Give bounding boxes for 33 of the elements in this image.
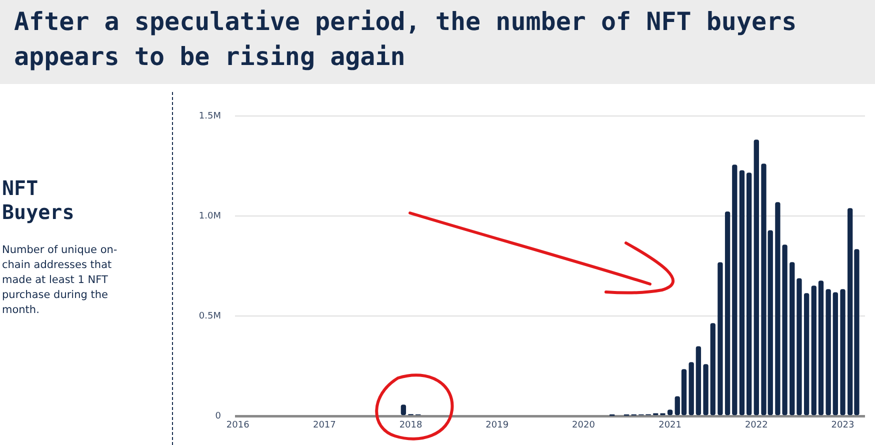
y-tick-label: 0 bbox=[215, 411, 222, 422]
x-tick-label: 2017 bbox=[312, 420, 336, 431]
bar bbox=[710, 323, 716, 416]
bar bbox=[832, 292, 838, 416]
x-tick-label: 2019 bbox=[486, 420, 509, 431]
x-tick-label: 2023 bbox=[831, 420, 854, 431]
bar bbox=[696, 346, 702, 416]
chart-title: After a speculative period, the number of NFT buyers appears to be rising again bbox=[14, 6, 798, 73]
bar bbox=[739, 170, 745, 416]
bar bbox=[703, 364, 708, 416]
bar bbox=[840, 289, 846, 416]
bar bbox=[688, 362, 694, 416]
x-tick-label: 2021 bbox=[658, 420, 682, 431]
text: Number of unique on-chain addresses that made at least 1 NFT purchase during the month. bbox=[2, 243, 118, 318]
x-tick-label: 2016 bbox=[226, 420, 250, 431]
y-tick-label: 1.0M bbox=[198, 211, 221, 222]
bar bbox=[818, 280, 824, 416]
text: NFT Buyers bbox=[2, 176, 76, 224]
bar bbox=[811, 286, 816, 416]
x-tick-label: 2020 bbox=[572, 420, 596, 431]
bar bbox=[754, 140, 759, 416]
bar bbox=[804, 293, 810, 416]
bar bbox=[826, 289, 831, 416]
bar bbox=[718, 262, 723, 416]
bar bbox=[732, 164, 738, 416]
bar bbox=[724, 211, 730, 416]
bar bbox=[746, 172, 752, 416]
y-tick-label: 1.5M bbox=[198, 111, 221, 122]
x-tick-label: 2018 bbox=[399, 420, 422, 431]
bar bbox=[796, 278, 802, 416]
x-tick-label: 2022 bbox=[744, 420, 768, 431]
y-tick-label: 0.5M bbox=[198, 311, 221, 322]
bar bbox=[790, 262, 795, 416]
